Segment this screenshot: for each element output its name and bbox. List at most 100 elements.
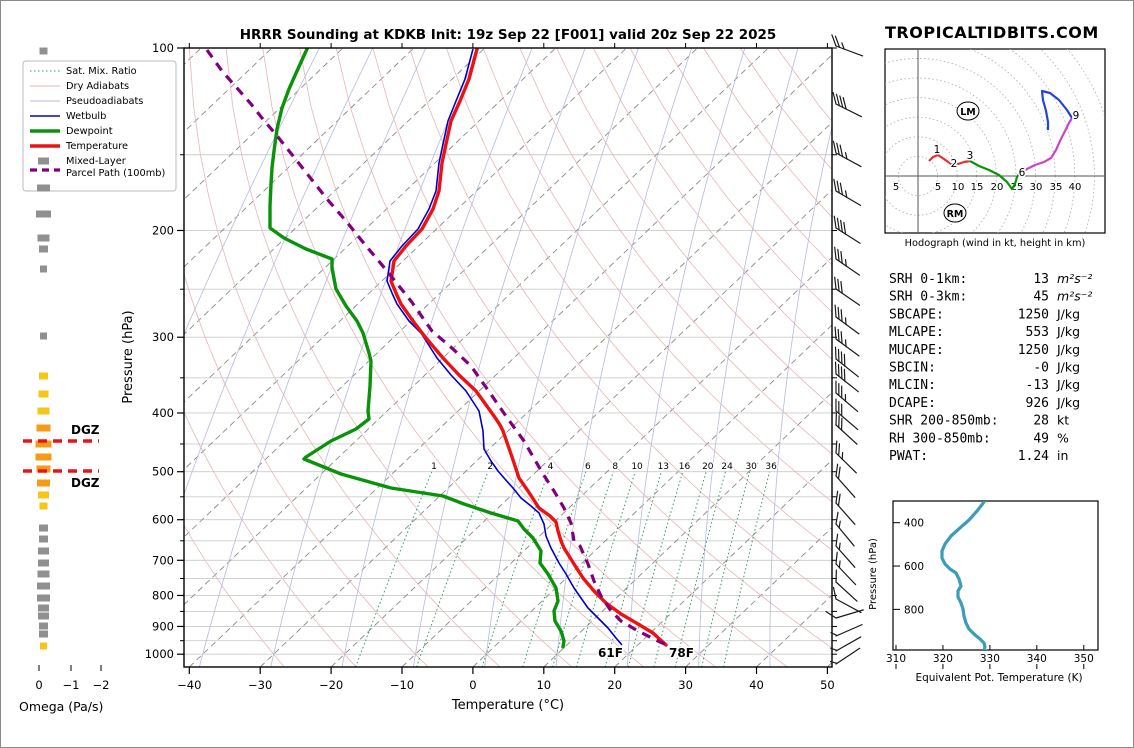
wind-barb — [832, 91, 863, 118]
omega-axis-label: Omega (Pa/s) — [19, 699, 103, 714]
stat-value: 1250 — [1018, 307, 1049, 322]
stat-value: -13 — [1026, 378, 1049, 393]
omega-bar — [38, 157, 49, 165]
wind-barb — [834, 326, 860, 357]
omega-bar — [36, 210, 51, 218]
mixing-ratio-line — [416, 471, 489, 667]
omega-bar — [39, 245, 48, 253]
dry-adiabat-line — [188, 48, 501, 667]
hodograph-height-label: 6 — [1019, 167, 1026, 179]
omega-bar — [39, 535, 48, 543]
omega-bar — [40, 265, 47, 273]
skewt-legend: Sat. Mix. Ratio Dry Adiabats Pseudoadiabat… — [22, 60, 177, 192]
omega-bar — [37, 570, 50, 578]
stat-value: 1.24 — [1018, 449, 1049, 464]
stat-unit: J/kg — [1056, 360, 1080, 375]
pseudoadiabat-line — [412, 48, 586, 667]
dry-adiabat-line — [184, 272, 429, 667]
legend-label: Parcel Path (100mb) — [66, 168, 165, 179]
wind-barb — [835, 412, 858, 445]
isotherm-line — [330, 189, 832, 667]
omega-bar — [37, 594, 50, 602]
mixing-ratio-line — [522, 471, 587, 667]
dry-adiabat-line — [482, 48, 832, 503]
pseudoadiabat-line — [198, 48, 427, 667]
omega-bar — [36, 424, 51, 432]
chart-title: HRRR Sounding at KDKB Init: 19z Sep 22 [… — [240, 27, 777, 43]
legend-label: Sat. Mix. Ratio — [66, 66, 137, 77]
mixing-ratio-line — [355, 471, 433, 667]
omega-bar — [37, 234, 50, 242]
wind-barb — [833, 215, 861, 244]
wind-barb — [834, 346, 859, 378]
surface-dewpoint-label: 61F — [598, 646, 623, 660]
mixing-ratio-line — [627, 471, 684, 667]
stat-value: 49 — [1033, 431, 1049, 446]
dry-adiabat-line — [184, 410, 357, 667]
temp-tick-label: 40 — [749, 678, 764, 692]
pseudoadiabat-line — [769, 124, 832, 667]
mixing-ratio-line — [552, 471, 614, 667]
pseudoadiabat-line — [484, 48, 639, 667]
hodograph-ring-label: 15 — [971, 182, 984, 193]
skewt-sounding-traces — [205, 48, 668, 649]
stat-unit: m²s⁻² — [1057, 289, 1092, 304]
stat-value: 553 — [1026, 325, 1049, 340]
hodograph-segment-magenta — [1019, 117, 1073, 174]
isotherm-line — [259, 121, 832, 667]
wind-barb — [830, 636, 862, 652]
wind-barb — [834, 361, 859, 393]
omega-bar — [38, 491, 49, 499]
omega-bar — [38, 612, 49, 620]
omega-bar — [40, 332, 47, 340]
mixing-ratio-label: 16 — [679, 462, 691, 472]
wind-barb-column — [825, 34, 864, 665]
temp-tick-label: 50 — [820, 678, 835, 692]
omega-tick-label: −2 — [93, 678, 110, 692]
stat-label: SBCIN: — [889, 361, 936, 376]
legend-label: Mixed-Layer — [66, 156, 127, 167]
stat-label: DCAPE: — [889, 396, 936, 411]
hodograph-ring-label: 35 — [1050, 182, 1063, 193]
hodograph-trace — [928, 89, 1073, 191]
stat-unit: J/kg — [1056, 306, 1080, 321]
legend-label: Pseudoadiabats — [66, 96, 143, 107]
parcel-path-trace — [205, 49, 668, 647]
dry-adiabat-line — [184, 524, 285, 667]
wind-barb — [834, 246, 861, 276]
stat-value: 28 — [1033, 414, 1049, 429]
omega-bar — [38, 604, 49, 612]
omega-bar — [39, 622, 48, 630]
hodograph-ring-label: 20 — [991, 182, 1004, 193]
omega-bar — [36, 465, 51, 473]
stat-label: MUCAPE: — [889, 343, 944, 358]
mixing-ratio-label: 6 — [585, 462, 591, 472]
stat-value: 45 — [1033, 290, 1049, 305]
omega-tick-label: −1 — [63, 678, 80, 692]
stat-label: RH 300-850mb: — [889, 431, 991, 446]
pressure-tick-label: 800 — [152, 588, 174, 602]
pressure-tick-label: 100 — [152, 41, 174, 55]
mixing-ratio-line — [604, 471, 662, 667]
wind-barb — [835, 533, 856, 568]
mixing-ratio-label: 13 — [658, 462, 669, 472]
left-mover-marker — [956, 101, 980, 121]
ept-y-tick-label: 800 — [904, 604, 924, 616]
hodograph-border — [884, 48, 1106, 234]
wind-barb — [835, 380, 859, 413]
dewpoint-trace — [268, 48, 566, 649]
mixing-ratio-label: 8 — [612, 462, 618, 472]
omega-bar — [40, 642, 47, 650]
pseudoadiabat-line — [626, 48, 746, 667]
wetbulb-trace — [386, 48, 623, 646]
wind-barb — [834, 304, 860, 335]
legend-label: Dewpoint — [66, 126, 113, 137]
temp-tick-label: −10 — [390, 678, 414, 692]
hodograph-segment-blue — [1040, 89, 1073, 130]
hodograph-ring-label: 25 — [1011, 182, 1024, 193]
dry-adiabat-line — [446, 48, 832, 551]
dry-adiabat-line — [225, 48, 573, 667]
stat-unit: kt — [1057, 413, 1069, 428]
